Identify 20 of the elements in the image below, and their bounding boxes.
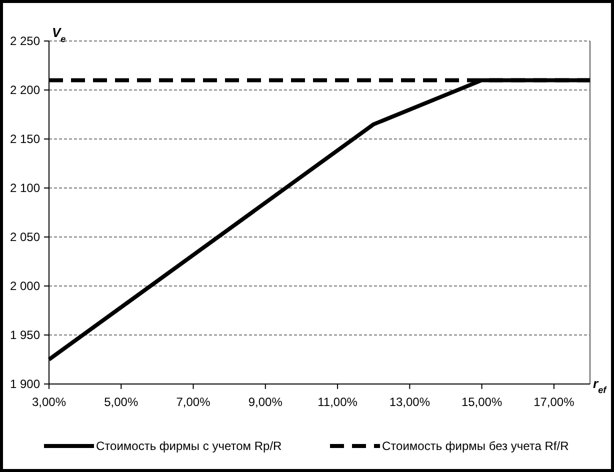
x-tick-label: 15,00% [461,395,502,409]
x-tick-label: 5,00% [104,395,138,409]
y-tick-label: 2 000 [10,279,40,294]
y-tick-label: 2 250 [10,34,40,48]
y-tick-label: 2 200 [10,83,40,98]
x-tick-label: 13,00% [389,395,430,409]
y-tick-label: 2 100 [10,181,40,196]
y-axis-title: V$_{e}$ [52,25,66,44]
x-tick-label: 9,00% [248,395,283,409]
x-axis-title: r$_{ef}$ [593,376,608,395]
y-tick-label: 2 150 [10,132,40,146]
x-tick-label: 11,00% [318,395,358,409]
legend-label: Стоимость фирмы без учета Rf/R [382,439,570,454]
x-tick-label: 3,00% [32,395,66,409]
x-tick-label: 17,00% [534,395,575,409]
y-tick-label: 1 950 [10,328,40,342]
x-tick-label: 7,00% [176,395,211,409]
y-tick-label: 2 050 [10,230,40,244]
legend-label: Стоимость фирмы с учетом Rp/R [96,439,282,454]
y-tick-label: 1 900 [10,377,40,392]
